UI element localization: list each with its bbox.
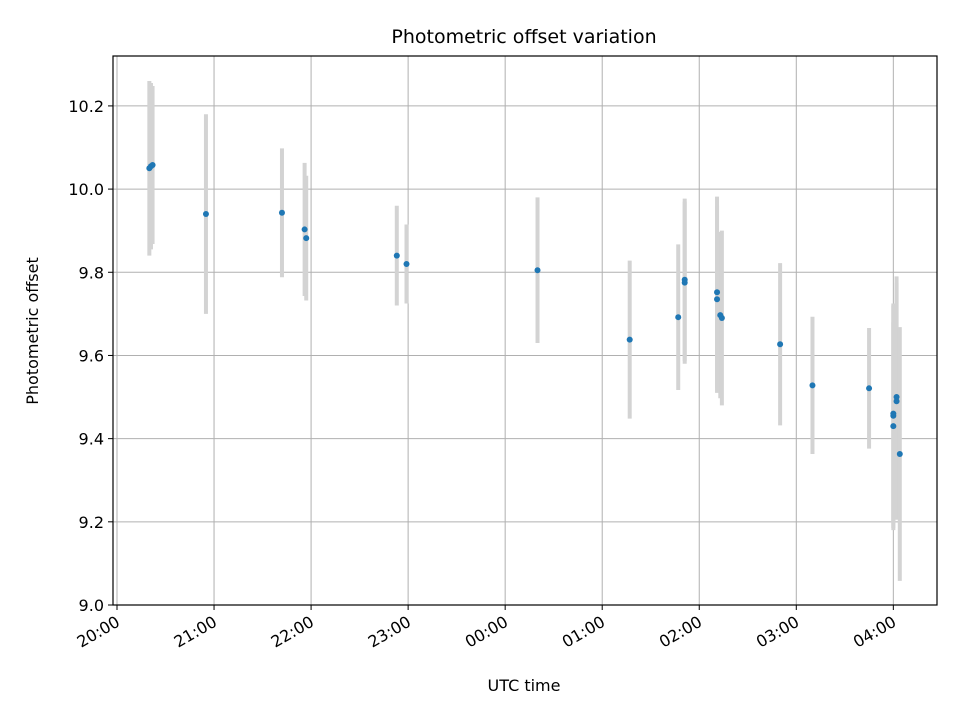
x-tick-label: 21:00 <box>171 612 220 652</box>
data-point <box>301 226 308 233</box>
data-point <box>681 279 688 286</box>
data-point <box>866 385 873 392</box>
y-tick-label: 10.0 <box>68 180 104 199</box>
y-tick-label: 9.2 <box>79 513 104 532</box>
x-tick-label: 01:00 <box>559 612 608 652</box>
grid-lines <box>113 56 937 606</box>
data-point <box>278 209 285 216</box>
data-point <box>149 161 156 168</box>
data-point <box>890 423 897 430</box>
chart-title: Photometric offset variation <box>391 26 656 48</box>
error-bars <box>147 80 902 581</box>
y-axis-label: Photometric offset <box>23 257 42 405</box>
data-point <box>303 235 310 242</box>
x-tick-label: 03:00 <box>753 612 802 652</box>
data-point <box>202 211 209 218</box>
x-tick-label: 23:00 <box>365 612 414 652</box>
data-point <box>675 314 682 321</box>
data-point <box>626 336 633 343</box>
plot-frame <box>112 55 938 606</box>
data-point <box>896 451 903 458</box>
x-tick-label: 02:00 <box>656 612 705 652</box>
data-point <box>534 267 541 274</box>
y-tick-label: 9.8 <box>79 263 104 282</box>
data-point <box>718 315 725 322</box>
x-tick-label: 22:00 <box>268 612 317 652</box>
x-tick-label: 20:00 <box>74 612 123 652</box>
x-tick-label: 00:00 <box>462 612 511 652</box>
data-point <box>777 341 784 348</box>
data-point <box>893 394 900 401</box>
data-point <box>393 252 400 259</box>
data-point <box>403 260 410 267</box>
x-axis-label: UTC time <box>488 676 561 695</box>
data-point <box>893 398 900 405</box>
data-point <box>714 289 721 296</box>
y-tick-label: 10.2 <box>68 97 104 116</box>
y-tick-label: 9.4 <box>79 430 104 449</box>
y-tick-label: 9.0 <box>79 596 104 615</box>
x-axis-ticks: 20:00 21:00 22:00 23:00 00:00 01:00 02:00 03:00… <box>74 605 899 652</box>
y-tick-label: 9.6 <box>79 346 104 365</box>
y-axis-ticks: 9.0 9.2 9.4 9.6 9.8 10.0 10.2 <box>68 97 113 615</box>
data-point <box>809 382 816 389</box>
x-tick-label: 04:00 <box>850 612 899 652</box>
data-point <box>714 296 721 303</box>
data-point <box>890 410 897 417</box>
data-points <box>146 161 903 458</box>
